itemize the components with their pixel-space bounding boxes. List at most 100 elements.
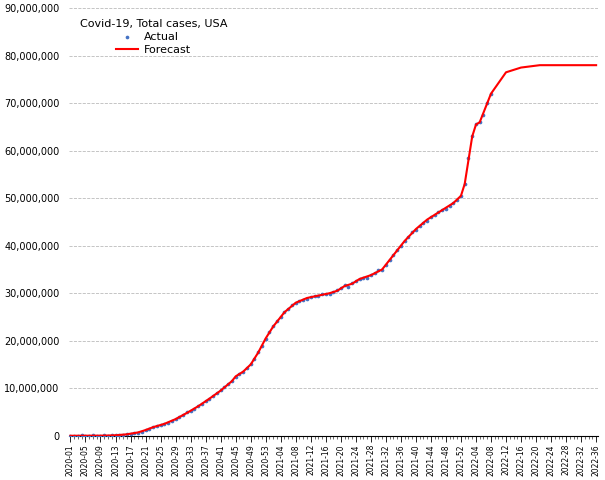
Forecast [514, 66, 521, 72]
Actual [388, 251, 398, 258]
Actual [471, 120, 481, 128]
Actual [242, 364, 252, 372]
Actual [298, 297, 308, 304]
Actual [385, 256, 394, 264]
Actual [321, 290, 330, 298]
Actual [344, 283, 353, 290]
Actual [479, 111, 488, 119]
Actual [392, 246, 402, 254]
Forecast [536, 62, 543, 68]
Actual [122, 431, 132, 438]
Actual [212, 389, 221, 397]
Actual [339, 281, 349, 289]
Actual [155, 421, 165, 429]
Actual [107, 432, 117, 439]
Actual [302, 295, 312, 302]
Actual [133, 429, 143, 436]
Actual [362, 274, 372, 282]
Actual [141, 426, 151, 433]
Actual [468, 132, 477, 140]
Forecast [67, 433, 74, 439]
Actual [129, 429, 139, 437]
Actual [355, 276, 364, 283]
Actual [80, 432, 90, 440]
Actual [434, 209, 443, 216]
Actual [373, 266, 383, 274]
Actual [201, 397, 211, 405]
Forecast [240, 369, 247, 374]
Forecast [570, 62, 577, 68]
Actual [99, 432, 109, 439]
Actual [178, 411, 188, 419]
Actual [114, 432, 124, 439]
Actual [126, 430, 136, 438]
Actual [332, 286, 342, 294]
Actual [415, 222, 425, 230]
Actual [287, 301, 297, 309]
Actual [220, 384, 229, 391]
Actual [269, 322, 278, 330]
Actual [460, 180, 469, 187]
Actual [171, 416, 180, 423]
Actual [426, 213, 436, 221]
Actual [92, 432, 102, 439]
Actual [448, 199, 458, 207]
Actual [359, 274, 368, 281]
Actual [145, 425, 154, 432]
Actual [430, 211, 439, 218]
Actual [351, 277, 361, 285]
Actual [370, 269, 379, 277]
Actual [400, 237, 410, 244]
Actual [411, 226, 420, 234]
Actual [223, 381, 233, 388]
Actual [118, 431, 128, 439]
Actual [189, 405, 199, 413]
Actual [103, 432, 113, 440]
Actual [137, 428, 146, 435]
Actual [216, 386, 226, 394]
Actual [336, 285, 345, 292]
Actual [317, 290, 327, 298]
Actual [70, 432, 79, 440]
Actual [250, 356, 260, 363]
Actual [174, 413, 184, 421]
Actual [422, 217, 432, 225]
Actual [257, 342, 267, 349]
Actual [186, 407, 195, 415]
Legend: Actual, Forecast: Actual, Forecast [74, 14, 233, 60]
Actual [65, 432, 75, 440]
Actual [291, 299, 301, 307]
Actual [482, 99, 492, 107]
Actual [381, 262, 391, 269]
Actual [208, 393, 218, 400]
Actual [77, 432, 87, 439]
Actual [306, 293, 316, 300]
Actual [396, 242, 406, 250]
Actual [310, 292, 319, 300]
Actual [445, 202, 454, 210]
Actual [231, 373, 241, 381]
Actual [227, 377, 237, 385]
Actual [486, 90, 496, 97]
Actual [437, 206, 447, 214]
Actual [204, 396, 214, 403]
Actual [475, 119, 485, 126]
Actual [264, 328, 274, 336]
Actual [453, 196, 462, 204]
Actual [325, 290, 335, 298]
Actual [111, 432, 120, 439]
Line: Forecast: Forecast [70, 65, 596, 436]
Actual [253, 348, 263, 356]
Actual [148, 423, 158, 431]
Actual [366, 272, 376, 279]
Actual [238, 368, 248, 376]
Actual [276, 313, 286, 321]
Actual [235, 371, 244, 378]
Actual [152, 422, 162, 430]
Actual [283, 305, 293, 312]
Actual [272, 317, 282, 325]
Actual [441, 205, 451, 213]
Actual [295, 298, 304, 305]
Forecast [71, 433, 78, 439]
Actual [329, 288, 338, 296]
